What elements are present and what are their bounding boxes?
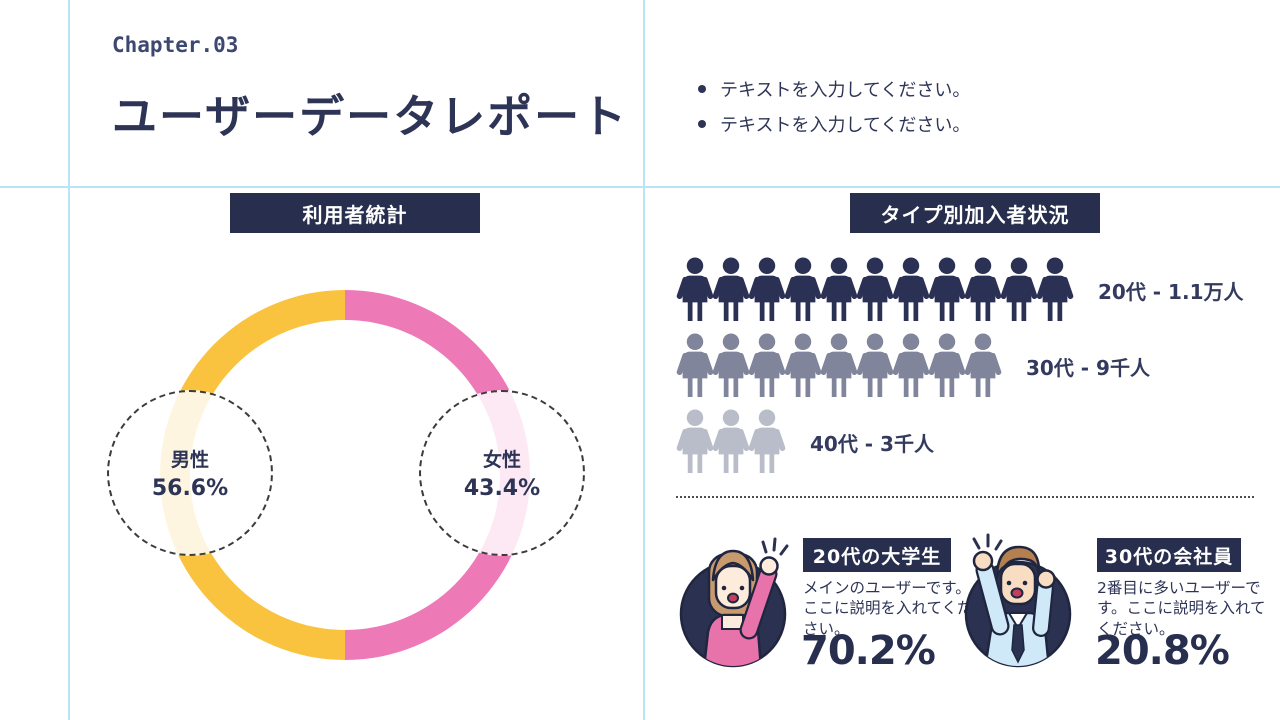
motion-lines-icon xyxy=(972,533,1003,551)
persona-badge-student: 20代の大学生 xyxy=(803,538,951,572)
person-icon xyxy=(892,333,930,399)
person-icon xyxy=(1036,257,1074,323)
person-icon xyxy=(820,333,858,399)
person-icon xyxy=(784,333,822,399)
bullet-item: テキストを入力してください。 xyxy=(698,76,970,102)
person-icon xyxy=(928,257,966,323)
section-badge-user-stats: 利用者統計 xyxy=(230,193,480,233)
left-guide-line xyxy=(68,0,70,720)
chapter-label: Chapter.03 xyxy=(112,33,239,57)
persona-description-office-worker: 2番目に多いユーザーです。ここに説明を入れてください。 xyxy=(1097,579,1266,638)
bullet-text: テキストを入力してください。 xyxy=(720,80,971,101)
bullet-item: テキストを入力してください。 xyxy=(698,111,970,137)
motion-lines-icon xyxy=(761,537,789,556)
page-title: ユーザーデータレポート xyxy=(112,90,629,143)
persona-badge-office-worker: 30代の会社員 xyxy=(1097,538,1241,572)
person-icon xyxy=(928,333,966,399)
person-icon xyxy=(964,333,1002,399)
bullet-dot-icon xyxy=(698,85,706,93)
person-icon xyxy=(856,257,894,323)
person-icon xyxy=(1000,257,1038,323)
pictograph-label-20s: 20代 - 1.1万人 xyxy=(1098,279,1244,304)
age-pictograph: 20代 - 1.1万人 30代 - 9千人 40代 - 3千人 xyxy=(676,256,1256,484)
person-icon-group xyxy=(676,333,1000,399)
female-callout-circle: 女性 43.4% xyxy=(419,390,585,556)
pictograph-row-30s: 30代 - 9千人 xyxy=(676,332,1256,400)
bullet-dot-icon xyxy=(698,120,706,128)
male-value: 56.6% xyxy=(151,476,229,501)
persona-percent-office-worker: 20.8% xyxy=(1095,628,1230,674)
person-icon xyxy=(676,257,714,323)
persona-percent-student: 70.2% xyxy=(801,628,936,674)
pictograph-row-20s: 20代 - 1.1万人 xyxy=(676,256,1256,324)
person-icon xyxy=(748,333,786,399)
male-callout-circle: 男性 56.6% xyxy=(107,390,273,556)
person-icon xyxy=(964,257,1002,323)
person-icon xyxy=(712,257,750,323)
header-divider-line xyxy=(0,186,1280,188)
pictograph-row-40s: 40代 - 3千人 xyxy=(676,408,1256,476)
female-character-illustration xyxy=(679,537,789,668)
female-label: 女性 xyxy=(482,449,521,471)
header-bullet-list: テキストを入力してください。 テキストを入力してください。 xyxy=(698,76,970,146)
person-icon xyxy=(856,333,894,399)
person-icon xyxy=(748,257,786,323)
center-guide-line xyxy=(643,0,645,720)
person-icon-group xyxy=(676,409,784,475)
person-icon xyxy=(676,333,714,399)
person-icon xyxy=(712,409,750,475)
person-icon-group xyxy=(676,257,1072,323)
dotted-divider xyxy=(676,496,1254,498)
section-badge-subscriber-types: タイプ別加入者状況 xyxy=(850,193,1100,233)
female-value: 43.4% xyxy=(463,476,541,501)
pictograph-label-40s: 40代 - 3千人 xyxy=(810,431,934,456)
person-icon xyxy=(784,257,822,323)
person-icon xyxy=(820,257,858,323)
pictograph-label-30s: 30代 - 9千人 xyxy=(1026,355,1150,380)
bullet-text: テキストを入力してください。 xyxy=(720,115,971,136)
person-icon xyxy=(748,409,786,475)
male-label: 男性 xyxy=(170,449,209,471)
male-character-illustration xyxy=(964,533,1072,668)
person-icon xyxy=(712,333,750,399)
persona-description-student: メインのユーザーです。ここに説明を入れてください。 xyxy=(803,579,973,638)
person-icon xyxy=(676,409,714,475)
person-icon xyxy=(892,257,930,323)
